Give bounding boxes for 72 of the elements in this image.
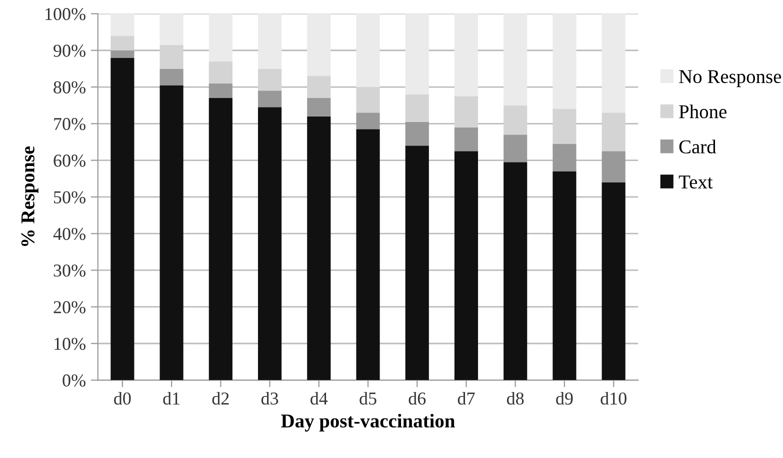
- bar: [110, 50, 134, 58]
- bar: [405, 122, 429, 146]
- y-tick-label: 50%: [54, 191, 86, 204]
- bar: [258, 90, 282, 108]
- x-tick-label: d1: [163, 392, 180, 405]
- bar: [552, 14, 576, 110]
- x-tick-label: d3: [261, 392, 278, 405]
- bar: [208, 83, 232, 98]
- bar: [602, 151, 626, 182]
- bar: [258, 14, 282, 69]
- bar: [160, 44, 184, 69]
- y-tick-label: 60%: [54, 154, 86, 167]
- bar: [454, 127, 478, 152]
- y-tick-label: 10%: [54, 338, 86, 350]
- bar: [504, 14, 528, 106]
- y-tick-label: 20%: [54, 301, 86, 314]
- bar: [160, 85, 184, 380]
- x-tick-label: d2: [212, 392, 229, 405]
- legend-label: Card: [679, 140, 716, 154]
- bar: [405, 14, 429, 94]
- y-tick-label: 0%: [62, 374, 86, 387]
- bar: [454, 96, 478, 128]
- bar: [307, 98, 331, 116]
- bar: [208, 98, 232, 380]
- bar: [504, 162, 528, 380]
- legend-label: Phone: [679, 104, 726, 118]
- bar: [110, 14, 134, 36]
- bar: [552, 171, 576, 380]
- bar: [307, 76, 331, 98]
- x-tick-label: d10: [600, 392, 626, 405]
- bar: [258, 107, 282, 380]
- x-axis-title: Day post-vaccination: [281, 414, 455, 432]
- legend-label: Text: [678, 176, 713, 189]
- bar: [602, 14, 626, 113]
- bar: [454, 14, 478, 96]
- bar: [602, 112, 626, 152]
- bar: [110, 58, 134, 380]
- x-tick-label: d6: [408, 392, 426, 405]
- bar: [405, 94, 429, 122]
- x-tick-label: d0: [114, 392, 131, 405]
- bar: [504, 134, 528, 162]
- bar: [552, 144, 576, 172]
- y-tick-label: 100%: [46, 8, 86, 20]
- bar: [307, 14, 331, 76]
- bar: [307, 116, 331, 380]
- y-tick-label: 40%: [53, 228, 86, 240]
- bar: [356, 112, 380, 130]
- bar: [160, 14, 184, 45]
- y-tick-label: 80%: [54, 81, 86, 94]
- legend-label: No Response: [679, 70, 782, 88]
- bar: [356, 87, 380, 113]
- x-tick-label: d5: [360, 392, 376, 405]
- bar: [552, 109, 576, 144]
- bar: [454, 151, 478, 380]
- x-tick-label: d9: [556, 392, 573, 405]
- bar: [602, 182, 626, 380]
- x-tick-label: d4: [310, 392, 328, 405]
- bar: [110, 36, 134, 50]
- bar: [258, 68, 282, 91]
- y-axis-title: % Response: [21, 146, 38, 246]
- bar: [356, 129, 380, 380]
- y-tick-label: 90%: [54, 44, 86, 57]
- x-tick-label: d7: [458, 392, 475, 405]
- bar: [504, 105, 528, 135]
- y-tick-label: 30%: [54, 264, 86, 277]
- bar: [208, 14, 232, 62]
- bar: [208, 61, 232, 84]
- x-tick-label: d8: [506, 392, 524, 405]
- bar: [160, 68, 184, 86]
- y-tick-label: 70%: [54, 118, 86, 130]
- bar: [356, 14, 380, 88]
- bar: [405, 146, 429, 380]
